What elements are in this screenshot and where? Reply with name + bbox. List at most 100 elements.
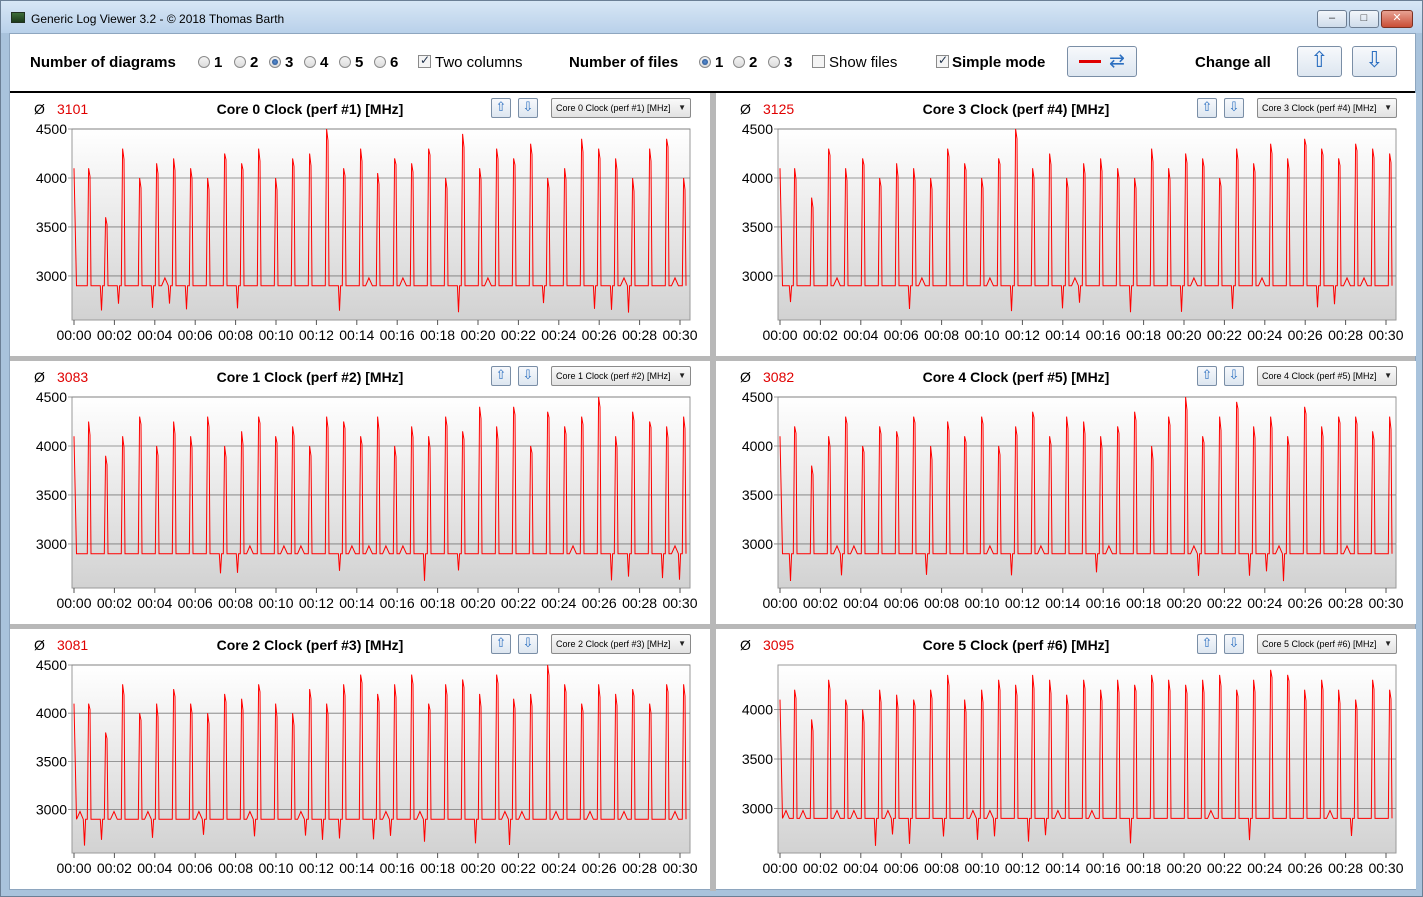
- clock-series-line: [779, 396, 1393, 582]
- diagrams-radio-2-label[interactable]: 2: [250, 54, 259, 71]
- chevron-down-icon: ▼: [678, 639, 686, 648]
- row-splitter-1[interactable]: [10, 356, 1415, 361]
- files-radio-3-label[interactable]: 3: [784, 54, 793, 71]
- move-up-button[interactable]: ⇧: [1197, 366, 1217, 386]
- clock-series-line: [73, 396, 687, 581]
- x-tick-label: 00:08: [924, 860, 959, 876]
- x-tick-label: 00:12: [1005, 595, 1040, 611]
- files-radio-1[interactable]: [699, 56, 711, 68]
- diagrams-radio-6-label[interactable]: 6: [390, 54, 399, 71]
- column-splitter[interactable]: [710, 93, 716, 891]
- y-tick-label: 4500: [742, 389, 773, 405]
- two-columns-checkbox[interactable]: [418, 53, 431, 68]
- y-tick-label: 4500: [742, 121, 773, 137]
- change-all-down-button[interactable]: ⇩: [1352, 46, 1397, 77]
- x-tick-label: 00:28: [1328, 595, 1363, 611]
- chevron-down-icon: ▼: [1384, 371, 1392, 380]
- x-tick-label: 00:28: [622, 860, 657, 876]
- x-tick-label: 00:16: [1086, 595, 1121, 611]
- files-radio-2[interactable]: [733, 56, 745, 68]
- move-down-button[interactable]: ⇩: [1224, 366, 1244, 386]
- x-tick-label: 00:04: [843, 595, 878, 611]
- move-down-button[interactable]: ⇩: [518, 366, 538, 386]
- x-tick-label: 00:14: [339, 860, 374, 876]
- y-tick-label: 3000: [36, 536, 67, 552]
- toolbar: Number of diagrams 1 2 3 4 5 6 Two colum…: [10, 34, 1415, 92]
- simple-mode-label[interactable]: Simple mode: [952, 54, 1046, 71]
- move-down-button[interactable]: ⇩: [1224, 98, 1244, 118]
- x-tick-label: 00:06: [884, 595, 919, 611]
- diagrams-radio-1[interactable]: [198, 56, 210, 68]
- x-tick-label: 00:30: [662, 595, 697, 611]
- diagrams-radio-4-label[interactable]: 4: [320, 54, 329, 71]
- diagrams-radio-6[interactable]: [374, 56, 386, 68]
- two-columns-label[interactable]: Two columns: [435, 54, 523, 71]
- diagrams-radio-3-label[interactable]: 3: [285, 54, 294, 71]
- average-symbol: Ø: [34, 637, 45, 653]
- average-value: 3083: [57, 369, 89, 385]
- diagrams-radio-5[interactable]: [339, 56, 351, 68]
- simple-mode-checkbox[interactable]: [936, 53, 949, 68]
- show-files-checkbox[interactable]: [812, 55, 825, 68]
- diagrams-radio-4[interactable]: [304, 56, 316, 68]
- y-tick-label: 3000: [742, 268, 773, 284]
- x-tick-label: 00:06: [178, 595, 213, 611]
- x-tick-label: 00:06: [178, 860, 213, 876]
- clock-series-line: [779, 128, 1393, 313]
- x-tick-label: 00:28: [622, 327, 657, 343]
- move-up-button[interactable]: ⇧: [491, 98, 511, 118]
- clock-series-line: [73, 664, 687, 846]
- x-tick-label: 00:26: [1288, 860, 1323, 876]
- title-bar[interactable]: Generic Log Viewer 3.2 - © 2018 Thomas B…: [1, 1, 1422, 33]
- sensor-select-value: Core 4 Clock (perf #5) [MHz]: [1262, 371, 1377, 381]
- move-up-button[interactable]: ⇧: [1197, 98, 1217, 118]
- sensor-select-value: Core 5 Clock (perf #6) [MHz]: [1262, 639, 1377, 649]
- x-tick-label: 00:16: [1086, 860, 1121, 876]
- close-button[interactable]: ✕: [1381, 10, 1413, 28]
- maximize-button[interactable]: □: [1349, 10, 1379, 28]
- y-tick-label: 3500: [36, 487, 67, 503]
- sensor-select[interactable]: Core 4 Clock (perf #5) [MHz] ▼: [1257, 366, 1397, 386]
- x-tick-label: 00:04: [137, 595, 172, 611]
- sensor-select[interactable]: Core 5 Clock (perf #6) [MHz] ▼: [1257, 634, 1397, 654]
- x-tick-label: 00:22: [1207, 595, 1242, 611]
- x-tick-label: 00:10: [258, 595, 293, 611]
- change-all-up-button[interactable]: ⇧: [1297, 46, 1342, 77]
- diagrams-radio-5-label[interactable]: 5: [355, 54, 364, 71]
- sensor-select[interactable]: Core 2 Clock (perf #3) [MHz] ▼: [551, 634, 691, 654]
- minimize-button[interactable]: –: [1317, 10, 1347, 28]
- files-radio-2-label[interactable]: 2: [749, 54, 758, 71]
- x-tick-label: 00:20: [1166, 860, 1201, 876]
- move-up-button[interactable]: ⇧: [1197, 634, 1217, 654]
- x-tick-label: 00:02: [803, 860, 838, 876]
- move-down-button[interactable]: ⇩: [518, 98, 538, 118]
- x-tick-label: 00:20: [1166, 327, 1201, 343]
- y-tick-label: 4000: [742, 438, 773, 454]
- x-tick-label: 00:22: [1207, 327, 1242, 343]
- diagrams-radio-3[interactable]: [269, 56, 281, 68]
- diagrams-radio-2[interactable]: [234, 56, 246, 68]
- move-up-button[interactable]: ⇧: [491, 366, 511, 386]
- diagrams-radio-1-label[interactable]: 1: [214, 54, 223, 71]
- sensor-select[interactable]: Core 3 Clock (perf #4) [MHz] ▼: [1257, 98, 1397, 118]
- sensor-select[interactable]: Core 0 Clock (perf #1) [MHz] ▼: [551, 98, 691, 118]
- chevron-down-icon: ▼: [1384, 639, 1392, 648]
- files-radio-3[interactable]: [768, 56, 780, 68]
- x-tick-label: 00:26: [1288, 595, 1323, 611]
- toolbar-separator: [10, 91, 1415, 93]
- row-splitter-2[interactable]: [10, 624, 1415, 629]
- chevron-down-icon: ▼: [1384, 103, 1392, 112]
- x-tick-label: 00:04: [137, 860, 172, 876]
- color-swap-button[interactable]: ⇄: [1067, 46, 1137, 77]
- x-tick-label: 00:14: [1045, 860, 1080, 876]
- move-down-button[interactable]: ⇩: [518, 634, 538, 654]
- x-tick-label: 00:00: [56, 595, 91, 611]
- move-down-button[interactable]: ⇩: [1224, 634, 1244, 654]
- x-tick-label: 00:00: [762, 327, 797, 343]
- show-files-label[interactable]: Show files: [829, 54, 898, 71]
- files-radio-1-label[interactable]: 1: [715, 54, 724, 71]
- move-up-button[interactable]: ⇧: [491, 634, 511, 654]
- x-tick-label: 00:28: [1328, 327, 1363, 343]
- y-tick-label: 4000: [36, 170, 67, 186]
- sensor-select[interactable]: Core 1 Clock (perf #2) [MHz] ▼: [551, 366, 691, 386]
